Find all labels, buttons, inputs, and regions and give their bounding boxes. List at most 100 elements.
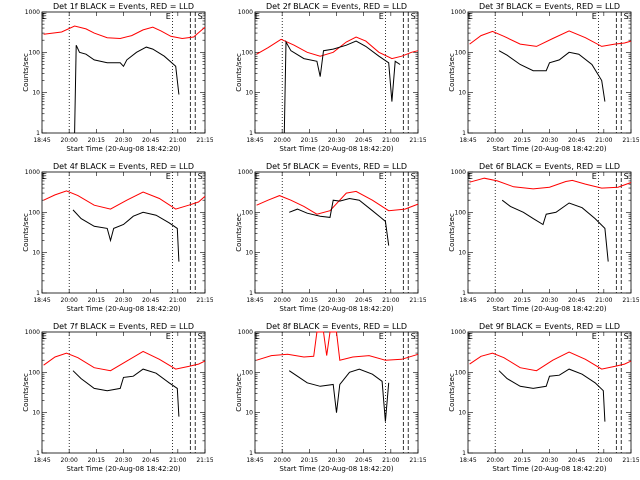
- x-tick-label: 20:45: [568, 457, 585, 464]
- detector-plot-9: Det 9f BLACK = Events, RED = LLD 1 10 100 10…: [448, 322, 639, 473]
- marker-label: S: [411, 12, 416, 21]
- plot-title: Det 2f BLACK = Events, RED = LLD: [266, 2, 407, 11]
- x-tick-label: 20:00: [274, 297, 291, 304]
- y-tick-label: 100: [29, 369, 41, 376]
- series-lld-line: [469, 30, 632, 47]
- y-tick-label: 100: [29, 209, 41, 216]
- x-tick-label: 21:15: [622, 297, 639, 304]
- plot-frame: [467, 171, 632, 294]
- detector-plot-7: Det 7f BLACK = Events, RED = LLD 1 10 100 10…: [22, 322, 213, 473]
- marker-label: E: [42, 12, 47, 21]
- y-tick-label: 10: [32, 250, 40, 257]
- x-tick-label: 21:15: [409, 137, 426, 144]
- x-tick-label: 20:15: [514, 457, 531, 464]
- series-events-line: [74, 44, 180, 134]
- y-tick-label: 1000: [451, 169, 466, 176]
- x-tick-label: 21:00: [382, 297, 399, 304]
- marker-label: E: [255, 172, 260, 181]
- x-tick-label: 18:45: [33, 137, 50, 144]
- x-tick-label: 20:45: [568, 297, 585, 304]
- x-axis-label: Start Time (20-Aug-08 18:42:20): [279, 305, 393, 313]
- y-axis-label: Counts/sec: [22, 373, 30, 412]
- y-tick-label: 100: [29, 49, 41, 56]
- marker-label: E: [379, 332, 384, 341]
- marker-label: E: [592, 332, 597, 341]
- plot-frame: [254, 171, 419, 294]
- x-axis-label: Start Time (20-Aug-08 18:42:20): [492, 465, 606, 473]
- detector-plot-5: Det 5f BLACK = Events, RED = LLD 1 10 100 10…: [235, 162, 426, 313]
- marker-label: S: [198, 12, 203, 21]
- plot-title: Det 7f BLACK = Events, RED = LLD: [53, 322, 194, 331]
- x-tick-label: 20:15: [88, 457, 105, 464]
- y-tick-label: 1: [249, 450, 253, 457]
- y-tick-label: 1: [249, 130, 253, 137]
- x-tick-label: 21:00: [595, 297, 612, 304]
- x-tick-label: 20:45: [355, 137, 372, 144]
- marker-label: S: [624, 172, 629, 181]
- y-tick-label: 1: [462, 290, 466, 297]
- x-tick-label: 20:00: [487, 137, 504, 144]
- x-tick-label: 20:00: [61, 457, 78, 464]
- series-events-line: [501, 199, 609, 262]
- x-tick-label: 20:45: [142, 137, 159, 144]
- detector-plot-4: Det 4f BLACK = Events, RED = LLD 1 10 100 10…: [22, 162, 213, 313]
- y-tick-label: 1: [462, 450, 466, 457]
- series-lld-line: [256, 190, 419, 215]
- y-tick-label: 1000: [25, 329, 40, 336]
- x-tick-label: 18:45: [246, 297, 263, 304]
- series-events-line: [289, 197, 390, 246]
- x-axis-label: Start Time (20-Aug-08 18:42:20): [279, 145, 393, 153]
- y-tick-label: 10: [245, 250, 253, 257]
- y-tick-label: 1000: [25, 169, 40, 176]
- plot-frame: [467, 331, 632, 454]
- x-tick-label: 20:45: [355, 457, 372, 464]
- y-tick-label: 1: [36, 290, 40, 297]
- x-tick-label: 20:30: [115, 137, 132, 144]
- x-tick-label: 20:15: [88, 297, 105, 304]
- series-events-line: [72, 209, 180, 262]
- marker-label: S: [624, 12, 629, 21]
- y-axis-label: Counts/sec: [22, 53, 30, 92]
- series-lld-line: [256, 331, 419, 361]
- marker-label: S: [198, 332, 203, 341]
- plot-title: Det 9f BLACK = Events, RED = LLD: [479, 322, 620, 331]
- series-lld-line: [43, 25, 206, 40]
- marker-label: E: [468, 12, 473, 21]
- x-tick-label: 18:45: [459, 457, 476, 464]
- marker-label: E: [592, 172, 597, 181]
- x-axis-label: Start Time (20-Aug-08 18:42:20): [66, 145, 180, 153]
- x-tick-label: 21:15: [622, 457, 639, 464]
- y-tick-label: 1: [36, 450, 40, 457]
- x-tick-label: 20:30: [541, 297, 558, 304]
- x-tick-label: 21:00: [595, 137, 612, 144]
- detector-plot-8: Det 8f BLACK = Events, RED = LLD 1 10 100 10…: [235, 322, 426, 473]
- x-tick-label: 21:15: [409, 297, 426, 304]
- series-lld-line: [256, 36, 419, 60]
- y-axis-label: Counts/sec: [448, 213, 456, 252]
- series-lld-line: [43, 190, 206, 210]
- y-tick-label: 1000: [451, 329, 466, 336]
- marker-label: S: [624, 332, 629, 341]
- x-tick-label: 20:15: [301, 137, 318, 144]
- detector-plot-2: Det 2f BLACK = Events, RED = LLD 1 10 100 10…: [235, 2, 426, 153]
- x-tick-label: 20:15: [514, 297, 531, 304]
- y-tick-label: 1000: [451, 9, 466, 16]
- x-tick-label: 20:30: [115, 297, 132, 304]
- plot-title: Det 4f BLACK = Events, RED = LLD: [53, 162, 194, 171]
- y-tick-label: 10: [458, 250, 466, 257]
- marker-label: E: [166, 12, 171, 21]
- x-tick-label: 20:00: [274, 137, 291, 144]
- plot-frame: [254, 331, 419, 454]
- x-tick-label: 21:00: [169, 297, 186, 304]
- plot-title: Det 5f BLACK = Events, RED = LLD: [266, 162, 407, 171]
- plot-title: Det 8f BLACK = Events, RED = LLD: [266, 322, 407, 331]
- marker-label: E: [255, 332, 260, 341]
- y-tick-label: 100: [455, 49, 467, 56]
- plot-frame: [467, 11, 632, 134]
- y-tick-label: 10: [458, 90, 466, 97]
- x-tick-label: 21:00: [382, 137, 399, 144]
- series-events-line: [283, 40, 401, 134]
- plot-title: Det 3f BLACK = Events, RED = LLD: [479, 2, 620, 11]
- x-tick-label: 21:15: [196, 137, 213, 144]
- x-tick-label: 20:00: [487, 457, 504, 464]
